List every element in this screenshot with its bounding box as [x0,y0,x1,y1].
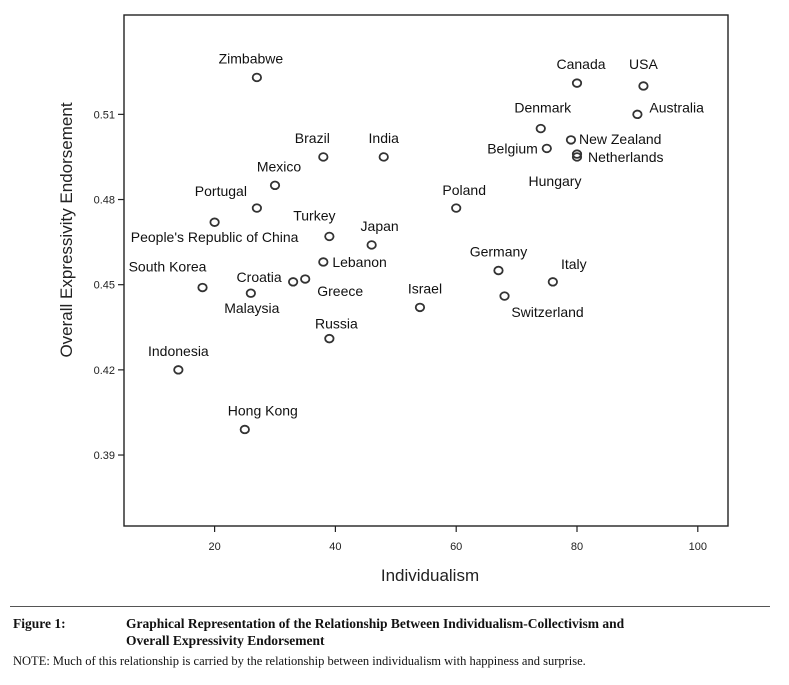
point-label: Lebanon [332,254,387,270]
point-label: Greece [317,283,363,299]
figure-title: Graphical Representation of the Relation… [126,615,778,649]
figure-title-line-1: Graphical Representation of the Relation… [126,616,625,631]
point-label: USA [629,56,658,72]
data-point [239,424,250,435]
point-label: Denmark [514,100,572,116]
y-tick-label: 0.39 [94,450,115,462]
point-label: Russia [315,316,358,332]
data-point [288,277,299,287]
point-label: Mexico [257,158,302,174]
figure-note: NOTE: Much of this relationship is carri… [13,654,586,668]
point-label: Germany [470,244,528,260]
point-label: Brazil [295,130,330,146]
y-tick-label: 0.51 [94,109,115,121]
data-point [197,282,208,293]
point-label: Canada [556,56,605,72]
x-axis: 20 40 60 80 100 [208,526,707,553]
data-point [324,231,335,242]
data-point [366,240,377,250]
data-point [300,274,311,284]
figure-title-line-2: Overall Expressivity Endorsement [126,633,325,648]
data-point [251,72,262,83]
x-tick-label: 100 [689,541,707,553]
point-label: Hungary [529,173,582,189]
data-point [493,265,504,276]
point-label: People's Republic of China [131,229,299,245]
point-label: Switzerland [511,304,583,320]
data-point [209,217,220,227]
data-point [571,78,583,88]
point-label: Japan [361,218,399,234]
data-point [571,149,583,159]
data-point [571,152,583,162]
data-point [378,152,389,162]
point-label: Zimbabwe [219,50,284,66]
point-label: Israel [408,280,442,296]
y-axis-title: Overall Expressivity Endorsement [57,102,76,357]
data-point [318,257,329,267]
y-tick-label: 0.48 [94,195,115,207]
data-point [632,109,643,120]
figure-caption: Figure 1: Graphical Representation of th… [13,615,778,669]
point-label: Malaysia [224,300,279,316]
caption-title-row: Figure 1: Graphical Representation of th… [13,615,778,649]
data-point [547,277,558,287]
y-axis: 0.39 0.42 0.45 0.48 0.51 [94,109,124,462]
point-label: New Zealand [579,131,662,147]
data-point [499,291,510,301]
point-label: Belgium [487,140,538,156]
data-point [173,365,184,375]
point-label: Croatia [237,269,282,285]
data-point [451,203,462,213]
point-label: South Korea [129,259,207,275]
point-labels: Zimbabwe Canada USA Australia Denmark New Zea… [129,50,704,418]
data-point [318,152,329,162]
caption-divider [10,606,770,607]
point-label: Poland [442,182,486,198]
data-point [638,81,649,91]
point-label: Turkey [293,207,335,223]
point-label: Portugal [195,183,247,199]
point-label: India [369,130,400,146]
data-point [245,288,256,298]
data-points [173,72,649,435]
point-label: Italy [561,256,587,272]
scatter-chart: 0.39 0.42 0.45 0.48 0.51 20 40 60 80 100 Zimbabw… [57,14,729,585]
plot-frame [123,14,729,527]
data-point [414,302,426,313]
point-label: Australia [649,99,704,115]
point-label: Netherlands [588,149,664,165]
data-point [565,135,577,145]
data-point [251,203,262,213]
point-label: Hong Kong [228,402,298,418]
y-tick-label: 0.42 [94,365,115,377]
point-label: Indonesia [148,343,209,359]
data-point [324,333,335,344]
x-tick-label: 80 [571,541,583,553]
data-point [541,143,552,154]
x-axis-title: Individualism [381,566,479,585]
x-tick-label: 40 [329,541,341,553]
x-tick-label: 20 [208,541,220,553]
data-point [535,123,546,134]
figure-number: Figure 1: [13,616,66,631]
data-point [269,180,281,191]
y-tick-label: 0.45 [94,280,115,292]
x-tick-label: 60 [450,541,462,553]
